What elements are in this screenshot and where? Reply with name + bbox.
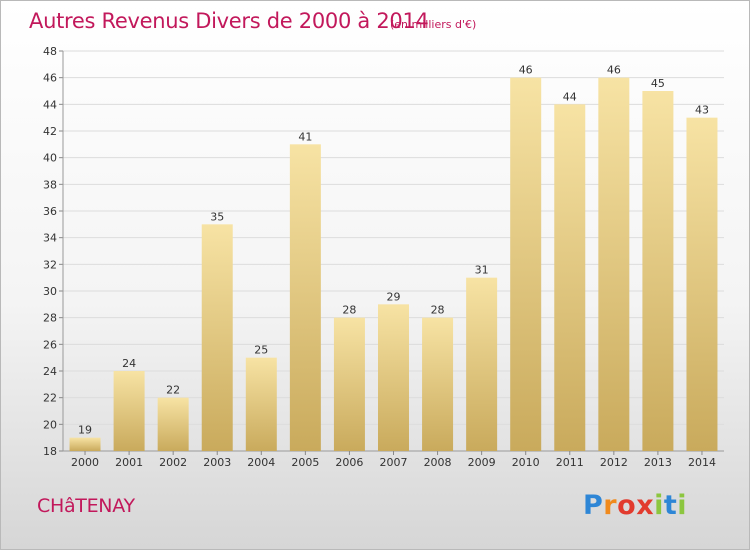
place-name: CHâTENAY xyxy=(37,495,135,517)
y-tick-label: 26 xyxy=(43,338,57,351)
logo-letter: P xyxy=(583,490,604,521)
logo-letter: t xyxy=(663,490,678,521)
proxiti-logo: Proxiti xyxy=(583,490,687,521)
y-tick-label: 48 xyxy=(43,45,57,58)
bar xyxy=(289,144,321,452)
x-tick-label: 2014 xyxy=(688,456,716,469)
x-tick-label: 2001 xyxy=(115,456,143,469)
chart-title: Autres Revenus Divers de 2000 à 2014 xyxy=(29,9,429,33)
y-tick-label: 34 xyxy=(43,232,57,245)
logo-letter: i xyxy=(677,490,688,521)
logo-letter: r xyxy=(603,490,618,521)
bar xyxy=(157,397,189,451)
data-label: 22 xyxy=(166,384,180,397)
logo-letter: x xyxy=(636,490,655,521)
data-label: 28 xyxy=(342,304,356,317)
x-tick-label: 2002 xyxy=(159,456,187,469)
y-tick-label: 20 xyxy=(43,418,57,431)
bar xyxy=(598,77,630,452)
y-tick-label: 40 xyxy=(43,152,57,165)
x-tick-label: 2009 xyxy=(468,456,496,469)
y-tick-label: 22 xyxy=(43,392,57,405)
data-label: 44 xyxy=(563,90,577,103)
data-label: 31 xyxy=(475,264,489,277)
y-tick-label: 32 xyxy=(43,258,57,271)
bar xyxy=(245,357,277,451)
y-tick-label: 38 xyxy=(43,178,57,191)
x-tick-label: 2008 xyxy=(424,456,452,469)
x-tick-label: 2004 xyxy=(247,456,275,469)
bar xyxy=(69,437,101,451)
bar xyxy=(642,91,674,451)
x-tick-label: 2012 xyxy=(600,456,628,469)
bar xyxy=(378,304,409,451)
bar xyxy=(113,371,145,451)
y-tick-label: 44 xyxy=(43,98,57,111)
x-tick-label: 2007 xyxy=(380,456,408,469)
chart-unit: (en milliers d'€) xyxy=(390,18,477,31)
x-tick-label: 2013 xyxy=(644,456,672,469)
data-label: 45 xyxy=(651,77,665,90)
bar xyxy=(201,224,233,451)
data-label: 25 xyxy=(254,344,268,357)
x-tick-label: 2005 xyxy=(291,456,319,469)
bars xyxy=(69,77,718,452)
y-tick-label: 18 xyxy=(43,445,57,458)
y-tick-label: 24 xyxy=(43,365,57,378)
logo-letter: i xyxy=(654,490,664,521)
y-tick-label: 36 xyxy=(43,205,57,218)
data-label: 46 xyxy=(519,64,533,77)
data-label: 28 xyxy=(431,304,445,317)
data-label: 19 xyxy=(78,424,92,437)
x-tick-label: 2006 xyxy=(335,456,363,469)
bar xyxy=(466,277,498,451)
data-label: 46 xyxy=(607,64,621,77)
y-tick-label: 28 xyxy=(43,312,57,325)
data-label: 41 xyxy=(298,130,312,143)
logo-letter: o xyxy=(617,490,637,521)
x-tick-label: 2011 xyxy=(556,456,584,469)
data-label: 43 xyxy=(695,104,709,117)
data-label: 35 xyxy=(210,210,224,223)
x-tick-label: 2000 xyxy=(71,456,99,469)
data-label: 29 xyxy=(387,290,401,303)
data-label: 24 xyxy=(122,357,136,370)
bar xyxy=(333,317,365,451)
x-tick-label: 2010 xyxy=(512,456,540,469)
bar xyxy=(686,117,718,452)
bar xyxy=(422,317,454,451)
bar xyxy=(554,104,586,451)
y-tick-label: 30 xyxy=(43,285,57,298)
y-tick-label: 42 xyxy=(43,125,57,138)
bar xyxy=(510,77,542,452)
data-labels: 19 24 22 35 25 41 28 29 28 31 46 44 46 45 43 xyxy=(78,64,709,437)
x-tick-label: 2003 xyxy=(203,456,231,469)
y-tick-label: 46 xyxy=(43,72,57,85)
